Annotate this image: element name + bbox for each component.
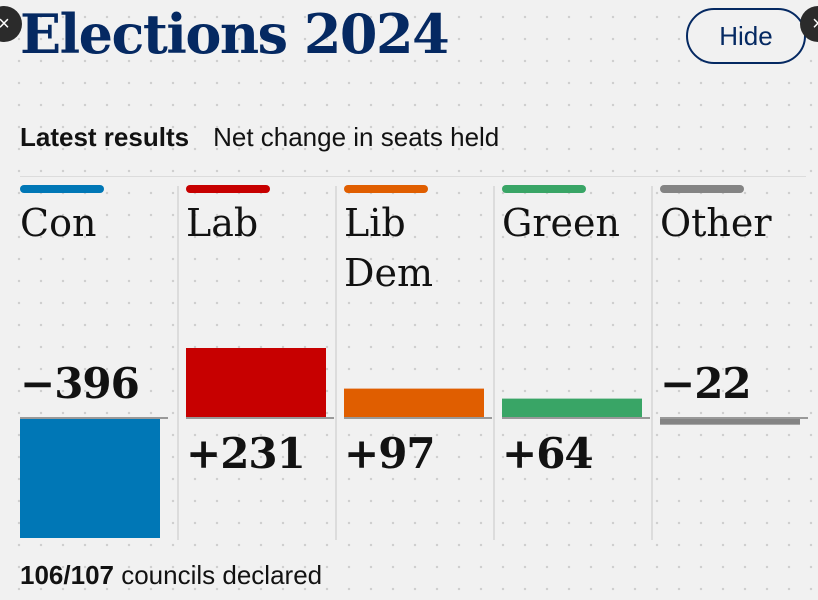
value-label-lib-dem: +97 (344, 429, 435, 478)
category-label-lib-dem: Lib (344, 201, 406, 245)
close-icon[interactable]: × (0, 6, 22, 42)
hide-button[interactable]: Hide (686, 8, 806, 64)
councils-declared-text: councils declared (121, 560, 323, 590)
bar-lib-dem (344, 388, 484, 418)
category-label-other: Other (660, 201, 772, 245)
councils-declared-count: 106/107 (20, 560, 114, 590)
value-label-other: −22 (660, 359, 751, 408)
value-label-green: +64 (502, 429, 593, 478)
party-color-key-con (20, 185, 104, 193)
category-label-green: Green (502, 201, 620, 245)
page-title: Elections 2024 (20, 2, 450, 66)
bar-lab (186, 348, 326, 418)
footer-status: 106/107 councils declared (20, 560, 322, 591)
bar-other (660, 418, 800, 425)
latest-results-label: Latest results (20, 122, 190, 152)
bar-con (20, 418, 160, 538)
subheading: Latest results Net change in seats held (20, 122, 499, 153)
party-color-key-other (660, 185, 744, 193)
top-divider (20, 176, 806, 177)
value-label-lab: +231 (186, 429, 305, 478)
chart-description: Net change in seats held (213, 122, 500, 152)
value-label-con: −396 (20, 359, 139, 408)
bar-green (502, 398, 642, 418)
party-color-key-lib-dem (344, 185, 428, 193)
category-label-lab: Lab (186, 201, 258, 245)
category-label-lib-dem: Dem (344, 251, 433, 295)
party-color-key-lab (186, 185, 270, 193)
category-label-con: Con (20, 201, 96, 245)
close-icon[interactable]: × (800, 6, 818, 42)
party-color-key-green (502, 185, 586, 193)
